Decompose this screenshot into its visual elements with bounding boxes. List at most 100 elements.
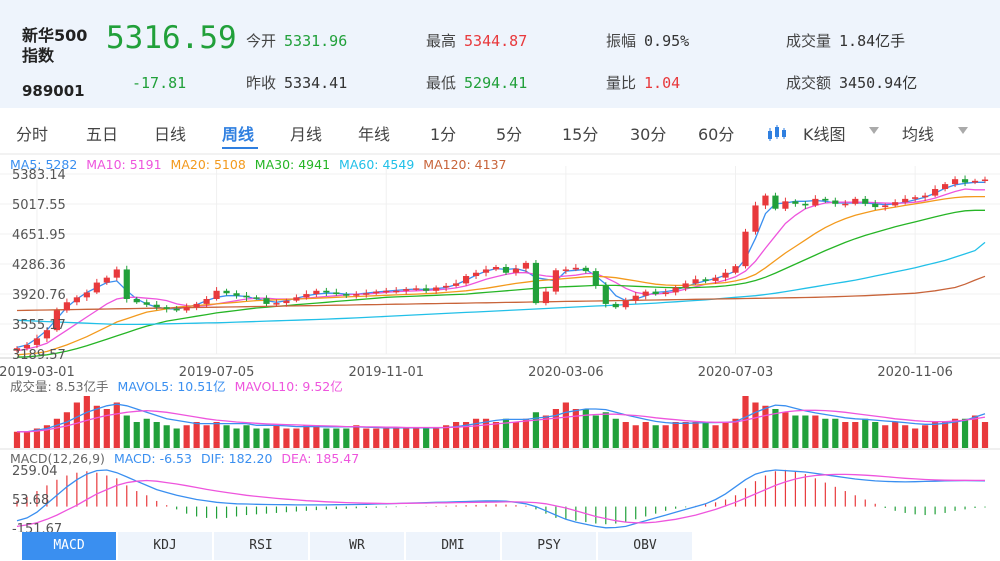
volume-bar — [522, 418, 530, 448]
volume-bar — [163, 425, 170, 448]
candle-body — [492, 266, 500, 270]
volume-bar — [452, 422, 460, 448]
high-label: 最高 — [426, 32, 457, 50]
candle-body — [802, 203, 809, 206]
last-price: 5316.59 — [106, 20, 237, 56]
price-tick-label: 4651.95 — [12, 228, 66, 243]
price-tick-label: 3920.76 — [12, 288, 66, 303]
volume-ratio-stat: 量比 1.04 — [606, 72, 680, 93]
volume-bar — [363, 428, 370, 448]
candle-body — [113, 269, 120, 278]
ma-line-ma5 — [16, 181, 985, 349]
macd-legend-item: MACD(12,26,9) — [10, 451, 105, 466]
candle-body — [213, 290, 220, 299]
macd-tick-label: 259.04 — [12, 464, 58, 479]
volume-bar — [702, 422, 709, 448]
kline-dropdown-icon[interactable] — [869, 127, 879, 134]
volume-bar — [33, 428, 41, 448]
volume-bar — [722, 422, 729, 448]
indicator-tab-obv[interactable]: OBV — [598, 532, 692, 560]
volume-bar — [193, 422, 200, 448]
indicator-tab-macd[interactable]: MACD — [22, 532, 116, 560]
indicator-tab-wr[interactable]: WR — [310, 532, 404, 560]
candle-body — [13, 348, 21, 351]
volume-bar — [662, 425, 669, 448]
volume-bar — [63, 412, 70, 448]
high-stat: 最高 5344.87 — [426, 30, 527, 51]
indicator-tab-kdj[interactable]: KDJ — [118, 532, 212, 560]
volume-bar — [103, 409, 110, 448]
volume-bar — [303, 425, 310, 448]
price-tick-label: 3555.17 — [12, 318, 66, 333]
tab-five-day[interactable]: 五日 — [86, 125, 119, 144]
indicator-tab-rsi[interactable]: RSI — [214, 532, 308, 560]
tab-timeshare[interactable]: 分时 — [16, 125, 49, 144]
volume-bar — [742, 396, 749, 448]
tab-1min[interactable]: 1分 — [430, 125, 457, 144]
tab-yearly[interactable]: 年线 — [358, 125, 391, 144]
mavol10-line — [17, 409, 986, 433]
volume-bar — [83, 396, 90, 448]
candle-body — [233, 293, 240, 296]
indicator-tab-dmi[interactable]: DMI — [406, 532, 500, 560]
date-tick-label: 2020-11-06 — [877, 365, 953, 380]
candlesticks — [13, 175, 989, 353]
candle-body — [253, 297, 260, 299]
candle-body — [612, 303, 619, 308]
candle-body — [552, 270, 559, 292]
candle-body — [153, 304, 160, 308]
volume-bar — [123, 415, 130, 448]
kline-selector[interactable]: K线图 — [803, 125, 846, 144]
tab-15min[interactable]: 15分 — [562, 125, 599, 144]
tab-monthly[interactable]: 月线 — [290, 125, 323, 144]
candle-body — [662, 292, 669, 295]
ma-selector[interactable]: 均线 — [902, 125, 935, 144]
volume-bar — [93, 405, 100, 448]
macd-tick-label: -151.67 — [12, 522, 62, 532]
amplitude-label: 振幅 — [606, 32, 637, 50]
candle-body — [93, 282, 100, 293]
prev-close-stat: 昨收 5334.41 — [246, 72, 347, 93]
low-stat: 最低 5294.41 — [426, 72, 527, 93]
candle-body — [512, 268, 520, 273]
volume-bar — [233, 428, 240, 448]
volume-bar — [872, 422, 879, 448]
candle-body — [922, 195, 929, 198]
volume-bar — [752, 402, 759, 448]
volume-bar — [542, 415, 550, 448]
candle-body — [363, 293, 370, 295]
volume-bar — [323, 428, 330, 448]
volume-bar — [393, 428, 400, 448]
volume-bar — [333, 428, 340, 448]
ma-dropdown-icon[interactable] — [958, 127, 968, 134]
candlestick-icon[interactable] — [767, 125, 789, 141]
open-label: 今开 — [246, 32, 277, 50]
candle-body — [223, 290, 230, 294]
tab-weekly[interactable]: 周线 — [222, 125, 255, 144]
volume-bar — [293, 428, 300, 448]
volume-bar — [961, 418, 969, 448]
index-code: 989001 — [22, 82, 85, 100]
volume-bar — [682, 422, 689, 448]
macd-legend: MACD(12,26,9) MACD: -6.53 DIF: 182.20 DEA: … — [10, 451, 359, 466]
candle-body — [123, 269, 130, 299]
candle-body — [193, 303, 200, 308]
indicator-tab-psy[interactable]: PSY — [502, 532, 596, 560]
volume-bar — [143, 418, 150, 448]
ma-legend-item: MA20: 5108 — [171, 157, 246, 172]
candle-body — [373, 291, 380, 294]
tab-30min[interactable]: 30分 — [630, 125, 667, 144]
tab-5min[interactable]: 5分 — [496, 125, 523, 144]
date-tick-label: 2019-03-01 — [0, 365, 75, 380]
candle-body — [472, 272, 480, 277]
macd-legend-item: MACD: -6.53 — [114, 451, 192, 466]
volume-bar — [492, 422, 500, 448]
volume-stat: 成交量 1.84亿手 — [786, 30, 905, 51]
stock-chart[interactable]: 5383.14 5017.55 4651.95 4286.36 3920.76 3555.… — [0, 152, 1000, 532]
candle-body — [133, 298, 140, 303]
price-tick-label: 5383.14 — [12, 168, 66, 183]
tab-60min[interactable]: 60分 — [698, 125, 735, 144]
volume-bar — [113, 402, 120, 448]
volume-bar — [812, 415, 819, 448]
tab-daily[interactable]: 日线 — [154, 125, 187, 144]
